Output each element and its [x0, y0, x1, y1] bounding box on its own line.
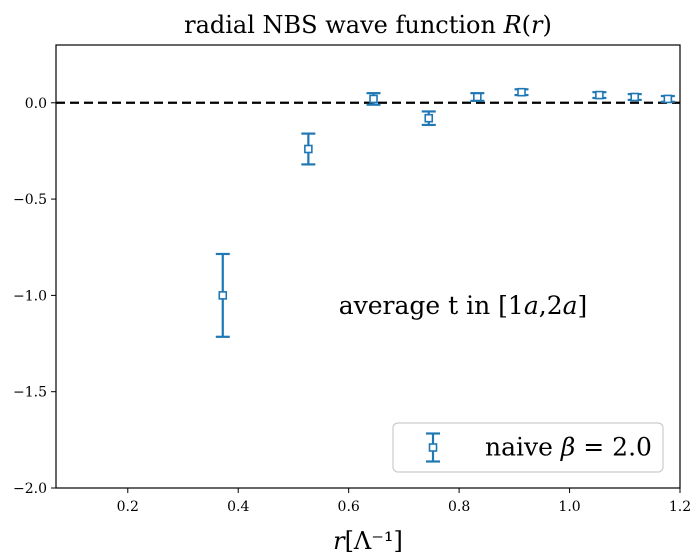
x-tick-label: 1.2 — [669, 499, 691, 515]
chart-title-text: radial NBS wave function R(r) — [184, 11, 552, 39]
x-tick-label: 0.2 — [117, 499, 139, 515]
legend: naive β = 2.0 — [392, 422, 664, 473]
data-point — [627, 92, 642, 102]
point-marker — [517, 87, 526, 97]
data-point — [514, 87, 529, 97]
point-marker — [663, 94, 673, 104]
legend-box — [392, 422, 664, 473]
y-tick-label: −2.0 — [13, 481, 47, 497]
annotation-text: average t in [1a,2a] — [339, 291, 588, 320]
x-tick-label: 0.8 — [448, 499, 470, 515]
data-point — [301, 132, 316, 166]
y-tick-label: −1.5 — [13, 385, 47, 401]
chart-title: radial NBS wave function R(r) — [184, 11, 552, 39]
x-axis-label: r[Λ⁻¹] — [333, 527, 403, 555]
data-point — [660, 94, 675, 104]
point-marker — [630, 92, 640, 102]
point-marker — [424, 113, 434, 123]
data-point — [215, 252, 230, 338]
x-axis-label-text: r[Λ⁻¹] — [333, 527, 403, 555]
y-tick-label: −0.5 — [13, 192, 47, 208]
x-tick-label: 1.0 — [558, 499, 580, 515]
point-marker — [218, 291, 228, 300]
y-tick-label: −1.0 — [13, 288, 47, 304]
point-marker — [473, 92, 482, 102]
x-tick-label: 0.6 — [338, 499, 360, 515]
data-point — [366, 92, 381, 106]
legend-marker — [428, 443, 438, 452]
data-point — [470, 92, 485, 102]
plot-frame — [55, 44, 681, 489]
y-tick-label: 0.0 — [25, 96, 47, 112]
legend-label: naive β = 2.0 — [485, 433, 652, 462]
point-marker — [595, 90, 604, 100]
data-point — [421, 110, 436, 127]
annotation: average t in [1a,2a] — [339, 291, 588, 320]
point-marker — [304, 144, 313, 154]
data-point — [592, 90, 607, 100]
point-marker — [369, 94, 378, 104]
x-tick-label: 0.4 — [227, 499, 249, 515]
